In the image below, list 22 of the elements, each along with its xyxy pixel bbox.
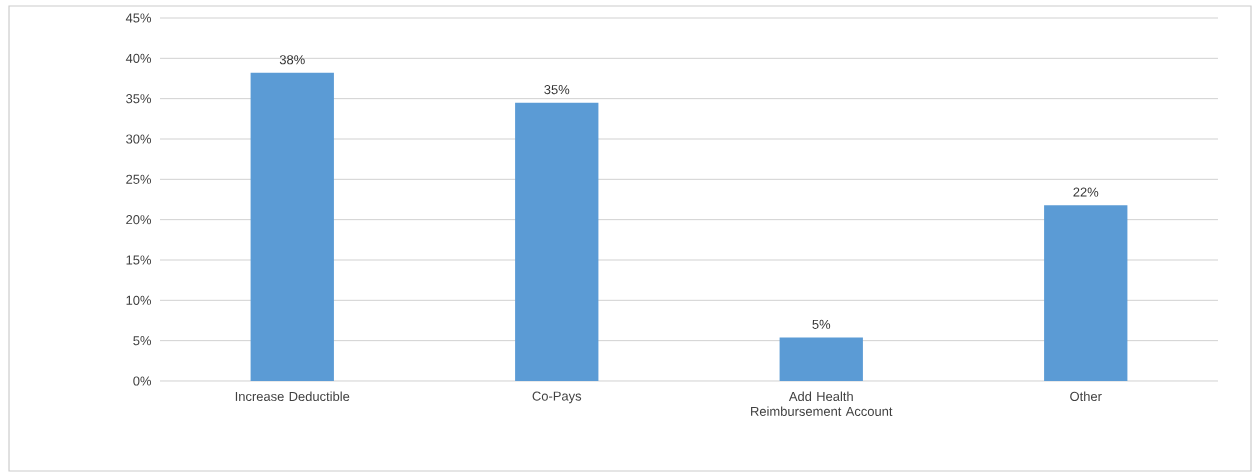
y-tick-label: 10% <box>126 295 152 305</box>
bar <box>779 337 863 381</box>
bar <box>515 102 599 381</box>
y-tick-label: 20% <box>126 215 152 225</box>
x-tick-label: Add Health Reimbursement Account <box>751 391 893 416</box>
y-tick-label: 35% <box>126 94 152 104</box>
data-label: 35% <box>544 85 570 95</box>
x-tick-label: Other <box>1070 391 1102 402</box>
x-tick-label: Co-Pays <box>532 391 582 404</box>
y-tick-label: 40% <box>125 53 152 63</box>
data-label: 22% <box>1073 187 1099 197</box>
bar <box>1044 205 1128 381</box>
x-tick-label: Increase Deductible <box>235 391 350 402</box>
y-tick-label: 25% <box>126 174 152 184</box>
data-label: 38% <box>279 55 305 65</box>
y-tick-label: 30% <box>126 134 152 144</box>
y-tick-label: 5% <box>133 336 152 346</box>
data-label: 5% <box>812 319 831 329</box>
bar <box>250 72 334 381</box>
y-tick-label: 45% <box>125 13 152 23</box>
y-tick-label: 0% <box>133 376 152 386</box>
y-tick-label: 15% <box>126 255 152 265</box>
